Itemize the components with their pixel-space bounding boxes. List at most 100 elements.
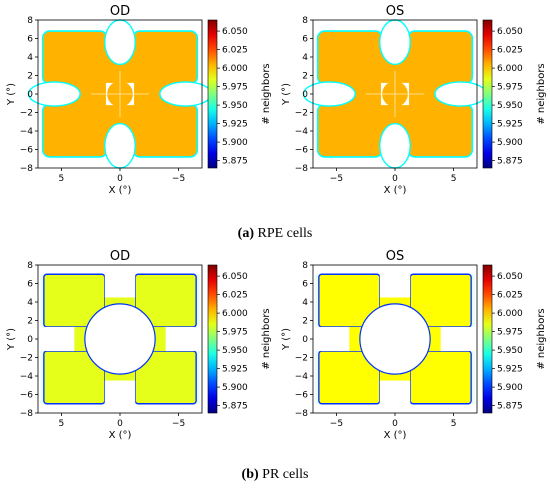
y-tick-label: 6	[302, 280, 308, 290]
y-tick-label: 8	[27, 261, 33, 271]
y-tick-label: −6	[295, 146, 309, 156]
y-tick-label: 2	[27, 317, 33, 327]
x-tick-label: −5	[172, 174, 185, 184]
colorbar-tick-label: 6.050	[222, 27, 248, 37]
heatmap-chart-pr-os: OS −5 0 5 −8 −6 −4 −2 0 2 4 6 8 X (°) Y (°) 5.875 5.900 5…	[281, 249, 547, 441]
y-tick-label: −4	[295, 372, 309, 382]
colorbar-tick-label: 5.975	[222, 83, 248, 93]
colorbar-tick-label: 6.025	[222, 291, 248, 301]
caption-b-tag: (b)	[241, 467, 259, 482]
colorbar-tick-label: 5.975	[497, 328, 523, 338]
x-tick-label: 0	[117, 174, 123, 184]
colorbar-tick-label: 5.900	[497, 138, 523, 148]
x-tick-label: 5	[451, 174, 457, 184]
x-tick-label: 0	[117, 419, 123, 429]
y-tick-label: −2	[20, 109, 33, 119]
heatmap-surface	[313, 272, 477, 406]
colorbar-tick-label: 5.950	[497, 346, 523, 356]
y-tick-label: −8	[20, 409, 34, 419]
y-tick-label: 0	[302, 335, 308, 345]
y-tick-label: −6	[20, 146, 34, 156]
caption-b-text: PR cells	[258, 467, 309, 482]
caption-a-text: RPE cells	[253, 226, 313, 241]
y-tick-label: 8	[302, 16, 308, 26]
y-tick-label: −8	[295, 409, 309, 419]
x-axis-label: X (°)	[384, 430, 407, 441]
colorbar-tick-label: 5.875	[497, 402, 523, 412]
y-tick-label: 6	[27, 280, 33, 290]
colorbar	[207, 19, 218, 169]
colorbar-tick-label: 6.000	[497, 309, 523, 319]
y-tick-label: 4	[302, 53, 308, 63]
colorbar-tick-label: 5.875	[222, 157, 248, 167]
colorbar-label: # neighbors	[536, 308, 547, 369]
colorbar-tick-label: 6.025	[222, 46, 248, 56]
heatmap-surface	[302, 19, 488, 169]
y-tick-label: 2	[27, 72, 33, 82]
colorbar-tick-label: 5.900	[497, 383, 523, 393]
y-tick-label: 4	[302, 298, 308, 308]
colorbar-tick-label: 6.000	[222, 64, 248, 74]
colorbar-tick-label: 6.050	[222, 272, 248, 282]
y-tick-label: 8	[27, 16, 33, 26]
y-tick-label: −4	[20, 127, 34, 137]
heatmap-chart-pr-od: OD 5 0 −5 −8 −6 −4 −2 0 2 4 6 8 X (°) Y (°) 5.875 5.900 5…	[6, 249, 272, 441]
colorbar-tick-label: 5.975	[222, 328, 248, 338]
y-axis-label: Y (°)	[281, 328, 292, 351]
colorbar	[207, 264, 218, 414]
y-tick-label: 6	[27, 35, 33, 45]
y-tick-label: 2	[302, 317, 308, 327]
x-tick-label: 5	[451, 419, 457, 429]
chart-title: OD	[110, 249, 130, 264]
colorbar-tick-label: 5.900	[222, 138, 248, 148]
y-tick-label: 4	[27, 53, 33, 63]
heatmap-chart-rpe-os: OS −5 0 5 −8 −6 −4 −2 0 2 4 6 8 X (°) Y (°) 5.875 5.900 5…	[281, 4, 547, 196]
y-tick-label: −4	[20, 372, 34, 382]
x-tick-label: −5	[330, 174, 343, 184]
colorbar-tick-label: 5.925	[222, 120, 248, 130]
chart-title: OD	[110, 4, 130, 19]
chart-title: OS	[386, 4, 404, 19]
y-tick-label: −8	[20, 164, 34, 174]
colorbar-tick-label: 6.000	[497, 64, 523, 74]
y-tick-label: −2	[295, 109, 308, 119]
colorbar-tick-label: 5.925	[497, 120, 523, 130]
colorbar-tick-label: 6.025	[497, 46, 523, 56]
y-tick-label: 6	[302, 35, 308, 45]
colorbar-tick-label: 5.975	[497, 83, 523, 93]
colorbar-tick-label: 5.950	[222, 346, 248, 356]
colorbar-tick-label: 5.900	[222, 383, 248, 393]
y-tick-label: −6	[295, 391, 309, 401]
y-tick-label: 0	[302, 90, 308, 100]
colorbar-tick-label: 6.050	[497, 27, 523, 37]
caption-b: (b) PR cells	[0, 467, 550, 483]
x-tick-label: 5	[59, 174, 65, 184]
y-tick-label: −8	[295, 164, 309, 174]
colorbar-label: # neighbors	[536, 63, 547, 124]
x-axis-label: X (°)	[109, 430, 132, 441]
colorbar-tick-label: 5.925	[497, 365, 523, 375]
y-axis-label: Y (°)	[6, 83, 17, 106]
colorbar-label: # neighbors	[261, 63, 272, 124]
x-tick-label: 0	[392, 419, 398, 429]
y-axis-label: Y (°)	[281, 83, 292, 106]
y-tick-label: 0	[27, 90, 33, 100]
caption-a-tag: (a)	[237, 226, 254, 241]
colorbar-tick-label: 5.950	[222, 101, 248, 111]
colorbar-tick-label: 6.050	[497, 272, 523, 282]
y-tick-label: −6	[20, 391, 34, 401]
colorbar-label: # neighbors	[261, 308, 272, 369]
x-tick-label: −5	[330, 419, 343, 429]
y-tick-label: 2	[302, 72, 308, 82]
colorbar-tick-label: 5.925	[222, 365, 248, 375]
heatmap-surface	[38, 272, 202, 406]
caption-a: (a) RPE cells	[0, 226, 550, 242]
colorbar-tick-label: 6.025	[497, 291, 523, 301]
x-tick-label: 5	[59, 419, 65, 429]
y-tick-label: 4	[27, 298, 33, 308]
heatmap-surface	[27, 19, 213, 169]
colorbar-tick-label: 5.950	[497, 101, 523, 111]
x-tick-label: 0	[392, 174, 398, 184]
y-tick-label: 0	[27, 335, 33, 345]
chart-title: OS	[386, 249, 404, 264]
